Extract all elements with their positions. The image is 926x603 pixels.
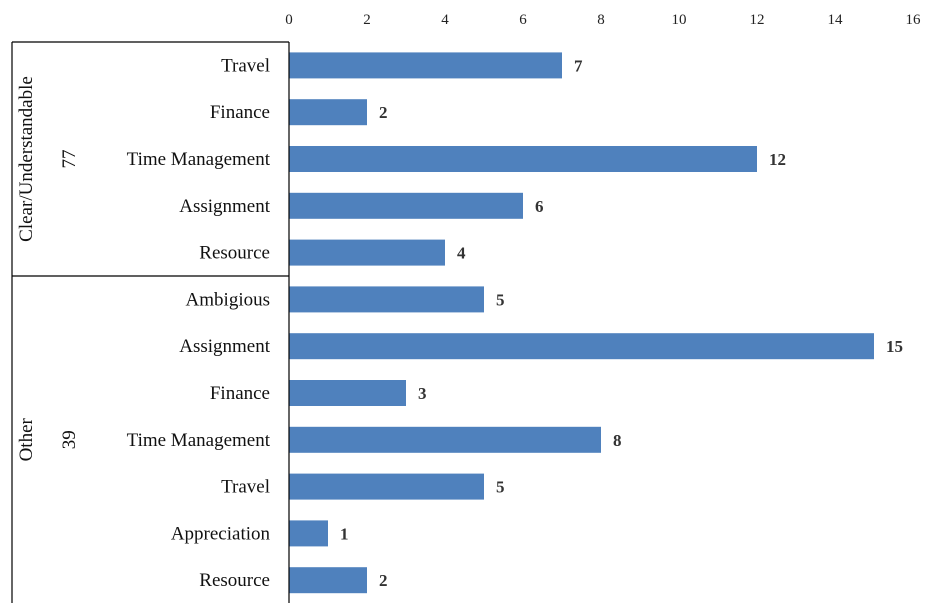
category-label: Travel [221,477,270,498]
group-label: Clear/Understandable [16,76,37,242]
bar [289,146,757,172]
bar [289,192,523,219]
data-label: 4 [457,244,466,263]
category-label: Time Management [127,149,271,170]
group-total: 39 [59,430,80,449]
category-label: Time Management [127,430,271,451]
category-label: Assignment [179,196,271,217]
x-axis-ticks: 0 2 4 6 8 10 12 14 16 [285,12,921,28]
category-label: Appreciation [171,523,271,544]
data-label: 1 [340,524,349,543]
x-tick-label: 2 [363,12,371,28]
category-label: Resource [199,570,270,591]
x-tick-label: 6 [519,12,527,28]
data-label: 6 [535,197,544,216]
data-label: 5 [496,478,505,497]
bar [289,52,562,79]
category-label: Travel [221,55,270,76]
x-tick-label: 12 [750,12,765,28]
category-label: Assignment [179,336,271,357]
group-labels: Clear/Understandable 77 Other 39 [16,76,80,461]
bar [289,286,484,313]
data-label: 5 [496,290,505,309]
bar [289,426,601,453]
data-label: 3 [418,384,427,403]
x-tick-label: 10 [672,12,687,28]
bar [289,473,484,500]
x-tick-label: 4 [441,12,449,28]
bar [289,99,367,126]
data-label: 8 [613,431,622,450]
category-label: Resource [199,243,270,264]
data-label: 15 [886,337,903,356]
x-tick-label: 8 [597,12,605,28]
category-label: Ambigious [186,289,270,310]
bar [289,380,406,406]
x-tick-label: 16 [906,12,922,28]
x-tick-label: 14 [828,12,844,28]
group-label: Other [16,417,37,461]
data-label: 7 [574,56,583,75]
data-label: 2 [379,571,388,590]
bar [289,239,445,266]
axes [11,41,290,603]
group-total: 77 [59,150,80,169]
data-label: 12 [769,150,786,169]
bar [289,333,874,360]
bar [289,520,328,547]
category-label: Finance [210,383,270,404]
category-label: Finance [210,102,270,123]
x-tick-label: 0 [285,12,293,28]
bar [289,567,367,594]
data-label: 2 [379,103,388,122]
